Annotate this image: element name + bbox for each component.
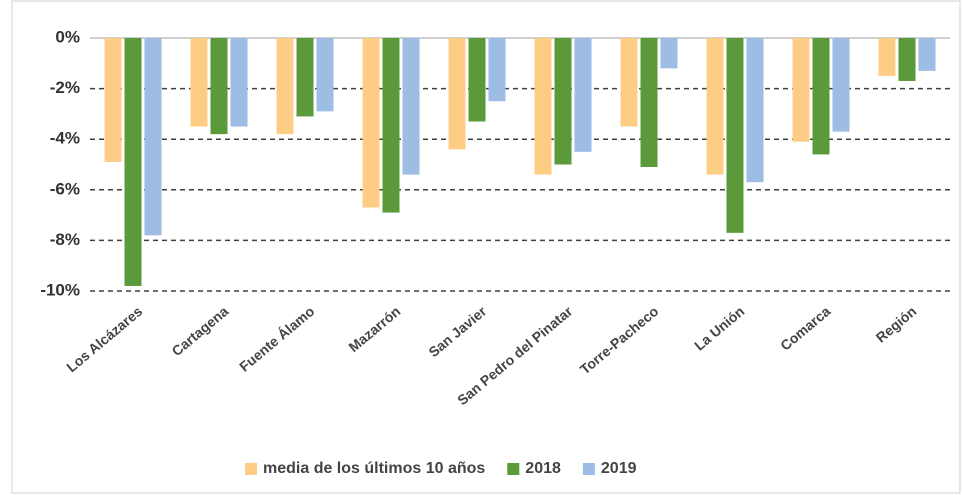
bar (230, 38, 248, 127)
legend-swatch (507, 463, 520, 475)
bar (574, 38, 592, 152)
bar (402, 38, 420, 175)
bar (706, 38, 724, 175)
bar (918, 38, 936, 71)
y-tick-label: 0% (55, 27, 80, 46)
y-tick-label: -6% (50, 179, 80, 198)
bar (210, 38, 228, 135)
bar (620, 38, 638, 127)
bar (276, 38, 294, 135)
bar (488, 38, 506, 102)
legend-swatch (245, 463, 257, 475)
bar (812, 38, 830, 155)
legend-label: 2018 (525, 460, 561, 477)
y-tick-label: -10% (40, 280, 80, 299)
bar (726, 38, 744, 233)
y-tick-label: -4% (50, 129, 80, 148)
bar (382, 38, 400, 213)
bar (898, 38, 916, 82)
bar (316, 38, 334, 112)
bar (296, 38, 314, 117)
bar (878, 38, 896, 76)
legend-swatch (582, 463, 595, 475)
bar (362, 38, 380, 208)
bar (448, 38, 466, 150)
bar (554, 38, 572, 165)
bar (124, 38, 142, 286)
bar (792, 38, 810, 142)
bar (746, 38, 764, 183)
bar (468, 38, 486, 122)
bar (640, 38, 658, 168)
bar (190, 38, 208, 127)
bar (832, 38, 850, 132)
bar (104, 38, 122, 162)
bar (144, 38, 162, 236)
y-tick-label: -2% (50, 78, 80, 97)
legend-label: 2019 (601, 460, 637, 477)
bar (660, 38, 678, 69)
bar (534, 38, 552, 175)
legend-label: media de los últimos 10 años (263, 460, 485, 477)
y-tick-label: -8% (50, 230, 80, 249)
